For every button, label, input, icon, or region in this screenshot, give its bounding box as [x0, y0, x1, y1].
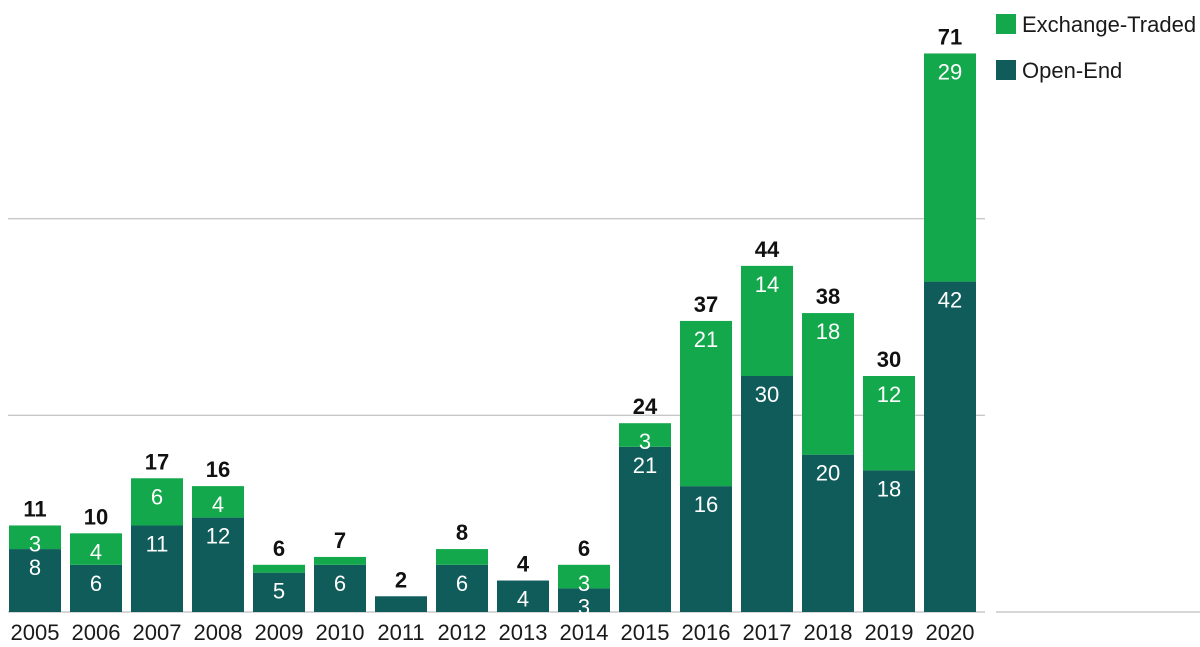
total-label-2017: 44 [755, 237, 780, 262]
bar-exchange-traded-2010 [314, 556, 366, 565]
bar-open-end-2017 [741, 376, 793, 612]
bar-open-end-2012 [436, 564, 488, 612]
label-exchange-traded-2019: 12 [877, 382, 901, 407]
bars [9, 53, 976, 612]
bar-open-end-2015 [619, 446, 671, 612]
legend-swatch-open-end [996, 60, 1016, 80]
label-exchange-traded-2005: 3 [29, 531, 41, 556]
bar-exchange-traded-2016 [680, 320, 732, 487]
total-label-2009: 6 [273, 536, 285, 561]
label-open-end-2015: 21 [633, 453, 657, 478]
total-label-2020: 71 [938, 24, 962, 49]
label-exchange-traded-2006: 4 [90, 539, 102, 564]
x-tick-label-2007: 2007 [133, 620, 182, 645]
legend-label-exchange-traded: Exchange-Traded [1022, 12, 1196, 37]
total-label-2013: 4 [517, 552, 530, 577]
x-tick-label-2018: 2018 [804, 620, 853, 645]
total-label-2011: 2 [395, 567, 407, 592]
total-label-2007: 17 [145, 449, 169, 474]
total-label-2008: 16 [206, 457, 230, 482]
total-label-2016: 37 [694, 292, 718, 317]
label-open-end-2016: 16 [694, 492, 718, 517]
label-open-end-2005: 8 [29, 555, 41, 580]
label-exchange-traded-2017: 14 [755, 272, 779, 297]
legend-label-open-end: Open-End [1022, 58, 1122, 83]
bar-open-end-2018 [802, 454, 854, 612]
x-tick-label-2010: 2010 [316, 620, 365, 645]
x-tick-label-2006: 2006 [72, 620, 121, 645]
total-label-2018: 38 [816, 284, 840, 309]
bar-open-end-2009 [253, 572, 305, 612]
label-exchange-traded-2018: 18 [816, 319, 840, 344]
label-open-end-2008: 12 [206, 524, 230, 549]
bar-exchange-traded-2005 [9, 525, 61, 550]
label-open-end-2019: 18 [877, 476, 901, 501]
label-exchange-traded-2014: 3 [578, 571, 590, 596]
bar-open-end-2016 [680, 486, 732, 612]
bar-open-end-2013 [497, 580, 549, 612]
total-label-2015: 24 [633, 394, 658, 419]
x-tick-label-2013: 2013 [499, 620, 548, 645]
bar-exchange-traded-2018 [802, 313, 854, 455]
label-exchange-traded-2015: 3 [639, 429, 651, 454]
total-label-2014: 6 [578, 536, 590, 561]
x-tick-label-2019: 2019 [865, 620, 914, 645]
bar-open-end-2006 [70, 564, 122, 612]
label-open-end-2007: 11 [146, 531, 169, 556]
label-open-end-2010: 6 [334, 571, 346, 596]
bar-open-end-2020 [924, 281, 976, 612]
bar-exchange-traded-2009 [253, 564, 305, 573]
bar-open-end-2011 [375, 596, 427, 612]
bar-open-end-2014 [558, 588, 610, 612]
label-open-end-2012: 6 [456, 571, 468, 596]
total-label-2019: 30 [877, 347, 901, 372]
label-exchange-traded-2008: 4 [212, 492, 224, 517]
bar-exchange-traded-2017 [741, 265, 793, 376]
x-tick-label-2009: 2009 [255, 620, 304, 645]
total-label-2010: 7 [334, 528, 346, 553]
x-tick-label-2008: 2008 [194, 620, 243, 645]
label-open-end-2009: 5 [273, 579, 285, 604]
legend: Exchange-Traded Open-End [996, 12, 1196, 83]
label-open-end-2020: 42 [938, 288, 962, 313]
bar-exchange-traded-2007 [131, 478, 183, 526]
x-tick-label-2011: 2011 [377, 620, 424, 645]
bar-exchange-traded-2008 [192, 486, 244, 518]
label-exchange-traded-2016: 21 [694, 327, 718, 352]
bar-exchange-traded-2012 [436, 549, 488, 565]
x-tick-label-2020: 2020 [926, 620, 975, 645]
bar-open-end-2019 [863, 470, 915, 612]
label-open-end-2018: 20 [816, 461, 840, 486]
bar-open-end-2005 [9, 549, 61, 612]
bar-open-end-2010 [314, 564, 366, 612]
total-label-2012: 8 [456, 520, 468, 545]
total-label-2005: 11 [23, 496, 46, 521]
label-open-end-2006: 6 [90, 571, 102, 596]
legend-swatch-exchange-traded [996, 14, 1016, 34]
label-open-end-2013: 4 [517, 587, 529, 612]
bar-open-end-2008 [192, 517, 244, 612]
x-tick-label-2017: 2017 [743, 620, 792, 645]
bar-exchange-traded-2015 [619, 423, 671, 447]
total-label-2006: 10 [84, 504, 108, 529]
label-exchange-traded-2020: 29 [938, 59, 962, 84]
label-open-end-2017: 30 [755, 382, 779, 407]
x-tick-label-2005: 2005 [11, 620, 60, 645]
x-tick-label-2016: 2016 [682, 620, 731, 645]
bar-exchange-traded-2019 [863, 376, 915, 471]
bar-exchange-traded-2014 [558, 564, 610, 589]
labels: 8311200564102006116172007124162008562009… [11, 24, 975, 645]
x-tick-label-2014: 2014 [560, 620, 609, 645]
x-tick-label-2015: 2015 [621, 620, 670, 645]
gridlines [8, 218, 1200, 613]
bar-open-end-2007 [131, 525, 183, 612]
bar-exchange-traded-2006 [70, 533, 122, 565]
bar-exchange-traded-2020 [924, 53, 976, 282]
label-exchange-traded-2007: 6 [151, 484, 163, 509]
x-tick-label-2012: 2012 [438, 620, 487, 645]
label-open-end-2014: 3 [578, 594, 590, 619]
